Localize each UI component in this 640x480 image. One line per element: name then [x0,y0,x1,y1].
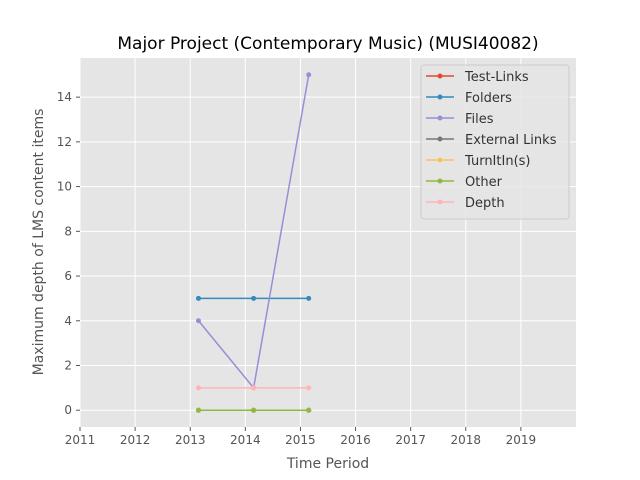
legend-swatch-marker [437,73,443,79]
x-tick-label: 2015 [285,433,316,447]
x-tick-label: 2013 [175,433,206,447]
y-axis-ticks: 0 2 4 6 8 10 12 14 [57,90,80,417]
data-point-depth [195,385,201,391]
y-tick-label: 12 [57,135,72,149]
series-group [195,72,312,413]
data-point-other [251,407,257,413]
series-other [195,407,312,413]
series-depth [195,385,312,391]
data-point-other [306,407,312,413]
legend-label: External Links [465,133,557,148]
legend-item: Test-Links [426,70,529,85]
x-tick-label: 2017 [395,433,426,447]
data-point-folders [195,295,201,301]
x-axis-ticks: 2011 2012 2013 2014 2015 2016 2017 2018 2019 [65,427,536,447]
legend-box [420,64,570,220]
x-tick-label: 2018 [451,433,482,447]
legend-label: Depth [465,196,505,211]
legend-swatch-marker [437,157,443,163]
y-tick-label: 2 [64,359,72,373]
data-point-folders [306,295,312,301]
x-tick-label: 2019 [506,433,537,447]
legend-swatch-marker [437,136,443,142]
data-point-files [195,318,201,324]
legend-swatch-marker [437,178,443,184]
y-tick-label: 0 [64,403,72,417]
legend-label: Other [465,175,503,190]
series-folders [195,295,312,301]
legend-item: Files [426,112,494,127]
data-point-depth [251,385,257,391]
y-axis-label: Maximum depth of LMS content items [31,109,47,376]
legend-label: Test-Links [464,70,529,85]
data-point-other [195,407,201,413]
legend-label: TurnItIn(s) [464,154,530,169]
x-tick-label: 2012 [120,433,151,447]
data-point-depth [306,385,312,391]
y-tick-label: 4 [64,314,72,328]
legend-item: Other [426,175,503,190]
legend-item: Depth [426,196,505,211]
legend-item: Folders [426,91,512,106]
legend-swatch-marker [437,115,443,121]
x-tick-label: 2014 [230,433,261,447]
legend-item: TurnItIn(s) [426,154,530,169]
legend-label: Files [465,112,494,127]
data-point-folders [251,295,257,301]
x-tick-label: 2011 [65,433,96,447]
y-tick-label: 10 [57,180,72,194]
x-tick-label: 2016 [340,433,371,447]
legend-swatch-marker [437,199,443,205]
legend-label: Folders [465,91,512,106]
legend-item: External Links [426,133,557,148]
legend-swatch-marker [437,94,443,100]
x-axis-label: Time Period [286,456,369,472]
data-point-files [306,72,312,78]
y-tick-label: 8 [64,224,72,238]
legend: Test-Links Folders Files External Links Turn… [420,64,570,220]
y-tick-label: 14 [57,90,72,104]
chart-title: Major Project (Contemporary Music) (MUSI… [117,34,538,54]
y-tick-label: 6 [64,269,72,283]
